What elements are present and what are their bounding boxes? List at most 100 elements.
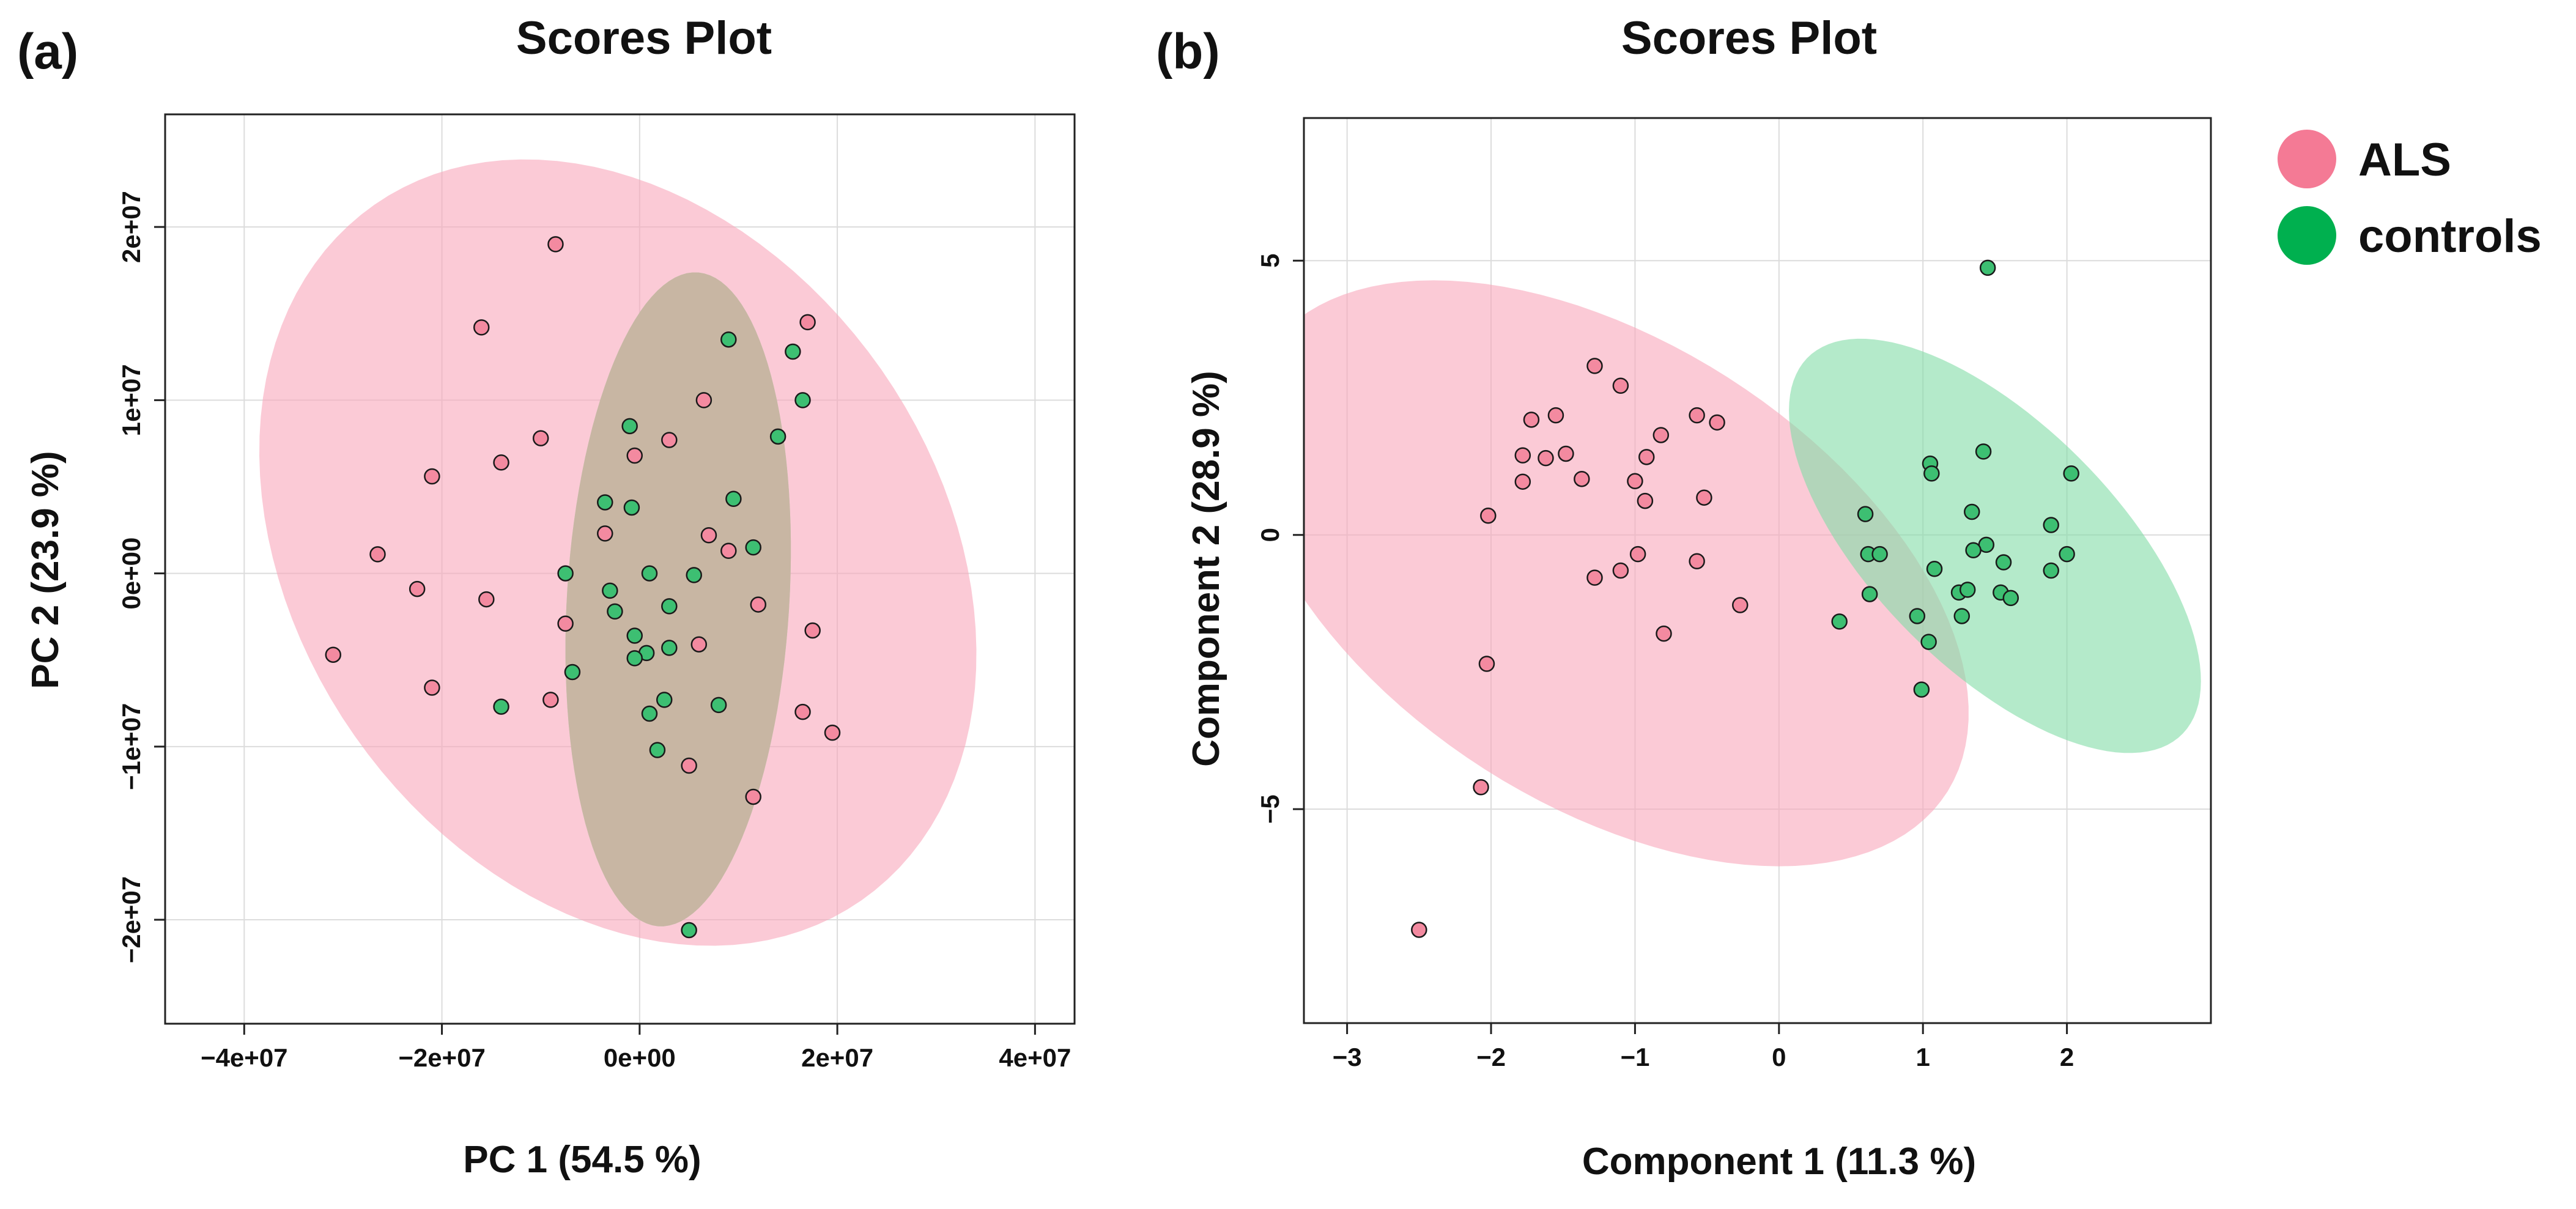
point-controls [557,565,574,582]
point-als [690,636,708,653]
y-axis: −5 0 5 [1256,254,1304,824]
point-als [1411,922,1427,938]
ellipse-overlap [565,272,791,926]
point-controls [1965,542,1982,559]
x-tick-label: 4e+07 [999,1043,1071,1072]
y-tick-label: 0e+00 [117,538,146,610]
point-als [1689,407,1705,424]
point-als [1709,414,1725,431]
point-als [804,622,821,639]
point-als [542,692,559,708]
point-als [424,679,440,696]
x-tick-label: 2 [2060,1043,2074,1071]
point-controls [2059,545,2075,563]
ellipse-controls [1789,338,2201,753]
x-axis: −3 −2 −1 0 1 2 [1333,1023,2074,1071]
panel-b-title: Scores Plot [1621,12,1877,64]
point-als [1696,489,1712,506]
x-tick-label: −3 [1333,1043,1362,1071]
point-controls [623,499,640,516]
point-controls [1926,561,1943,577]
point-als [1732,597,1749,613]
point-als [700,527,717,544]
y-tick-label: −5 [1256,794,1284,824]
point-controls [1913,681,1930,698]
legend-label-als: ALS [2358,134,2451,186]
point-als [1656,625,1672,642]
point-controls [602,582,618,599]
point-als [493,454,509,471]
x-tick-label: 2e+07 [801,1043,873,1072]
panel-a-label: (a) [17,24,78,79]
point-controls [686,567,702,583]
point-controls [2002,590,2019,607]
point-controls [681,922,697,939]
point-controls [607,603,623,620]
point-als [799,314,816,331]
point-controls [597,494,613,511]
point-controls [493,698,509,715]
point-controls [2063,465,2079,482]
panel-b: (b) Scores Plot −3 −2 −1 0 1 2 −5 0 5 Component … [1156,12,2212,1183]
point-als [794,703,811,720]
legend-label-controls: controls [2358,210,2542,262]
point-als [1586,358,1603,374]
legend-swatch-als [2278,130,2336,188]
y-tick-label: 0 [1256,528,1284,542]
point-controls [1979,259,1996,276]
point-controls [641,705,658,722]
point-als [681,757,697,774]
series-controls [1831,259,2079,698]
point-als [824,724,841,741]
point-controls [1861,586,1878,602]
y-tick-label: 5 [1256,254,1284,268]
point-als [557,615,574,632]
point-controls [710,697,727,714]
point-controls [1923,465,1940,482]
panel-b-label: (b) [1156,24,1220,79]
x-tick-label: −1 [1620,1043,1649,1071]
point-als [369,546,386,563]
x-tick-label: −4e+07 [201,1043,288,1072]
point-als [409,580,426,597]
y-tick-label: −2e+07 [117,876,146,964]
y-tick-label: −1e+07 [117,703,146,791]
point-controls [1831,613,1848,630]
point-als [661,432,678,448]
panel-b-x-axis-title: Component 1 (11.3 %) [1582,1141,1976,1183]
panel-b-y-axis-title: Component 2 (28.9 %) [1185,371,1227,767]
point-controls [661,640,678,656]
point-als [1480,508,1497,524]
x-axis: −4e+07 −2e+07 0e+00 2e+07 4e+07 [201,1024,1071,1072]
point-als [1523,412,1540,428]
point-controls [794,392,811,409]
point-als [597,525,613,542]
point-als [1627,473,1643,490]
point-als [626,447,643,464]
point-als [424,468,440,485]
legend: ALS controls [2278,130,2542,265]
point-als [1574,470,1590,487]
point-als [1689,553,1705,570]
point-als [1473,779,1489,796]
plot-frame [1303,117,2212,1024]
panel-a: (a) Scores Plot −4e+07 −2e+07 0e+00 2e+07 4e… [17,12,1076,1181]
point-controls [1963,503,1980,520]
point-als [1629,545,1646,563]
point-controls [725,490,742,508]
point-als [547,236,564,253]
point-als [478,591,495,608]
series-als [1411,358,1749,938]
point-als [1538,449,1554,467]
point-controls [641,565,658,582]
point-als [1547,407,1564,424]
point-controls [1975,443,1992,460]
point-controls [720,331,737,348]
point-controls [1953,608,1971,624]
point-als [1653,427,1670,443]
x-tick-label: −2e+07 [398,1043,486,1072]
point-als [473,319,490,336]
point-controls [1871,545,1888,563]
legend-swatch-controls [2278,206,2336,265]
